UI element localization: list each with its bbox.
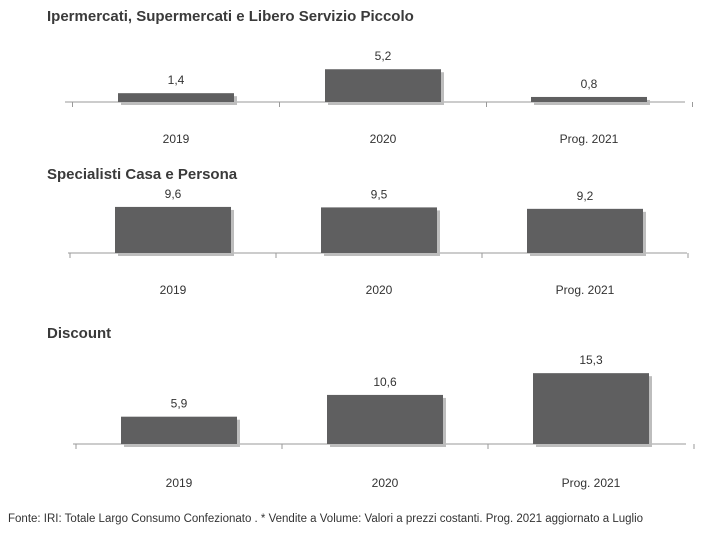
- category-label: Prog. 2021: [556, 283, 615, 297]
- category-label: 2019: [163, 132, 190, 146]
- data-label: 9,2: [577, 189, 594, 203]
- bar-shadow: [534, 99, 650, 105]
- data-label: 15,3: [579, 353, 603, 367]
- bar: [327, 394, 443, 444]
- bar: [527, 208, 643, 253]
- category-label: 2019: [160, 283, 187, 297]
- bar: [121, 416, 237, 444]
- category-label: 2020: [372, 476, 399, 490]
- category-label: 2020: [370, 132, 397, 146]
- category-label: Prog. 2021: [562, 476, 621, 490]
- data-label: 10,6: [373, 375, 397, 389]
- category-label: Prog. 2021: [560, 132, 619, 146]
- data-label: 9,5: [371, 187, 388, 201]
- chart-title-3: Discount: [47, 325, 112, 342]
- category-label: 2020: [366, 283, 393, 297]
- data-label: 5,9: [171, 397, 188, 411]
- bar: [533, 373, 649, 444]
- data-label: 1,4: [168, 73, 185, 87]
- bar: [321, 207, 437, 253]
- category-label: 2019: [166, 476, 193, 490]
- data-label: 5,2: [375, 49, 392, 63]
- bar: [531, 96, 647, 102]
- chart-title-1: Ipermercati, Supermercati e Libero Servi…: [47, 8, 414, 25]
- chart-title-2: Specialisti Casa e Persona: [47, 166, 238, 183]
- bar: [118, 93, 234, 102]
- source-footnote: Fonte: IRI: Totale Largo Consumo Confezi…: [8, 513, 644, 525]
- bar: [115, 206, 231, 253]
- data-label: 9,6: [165, 187, 182, 201]
- data-label: 0,8: [581, 77, 598, 91]
- bar: [325, 69, 441, 102]
